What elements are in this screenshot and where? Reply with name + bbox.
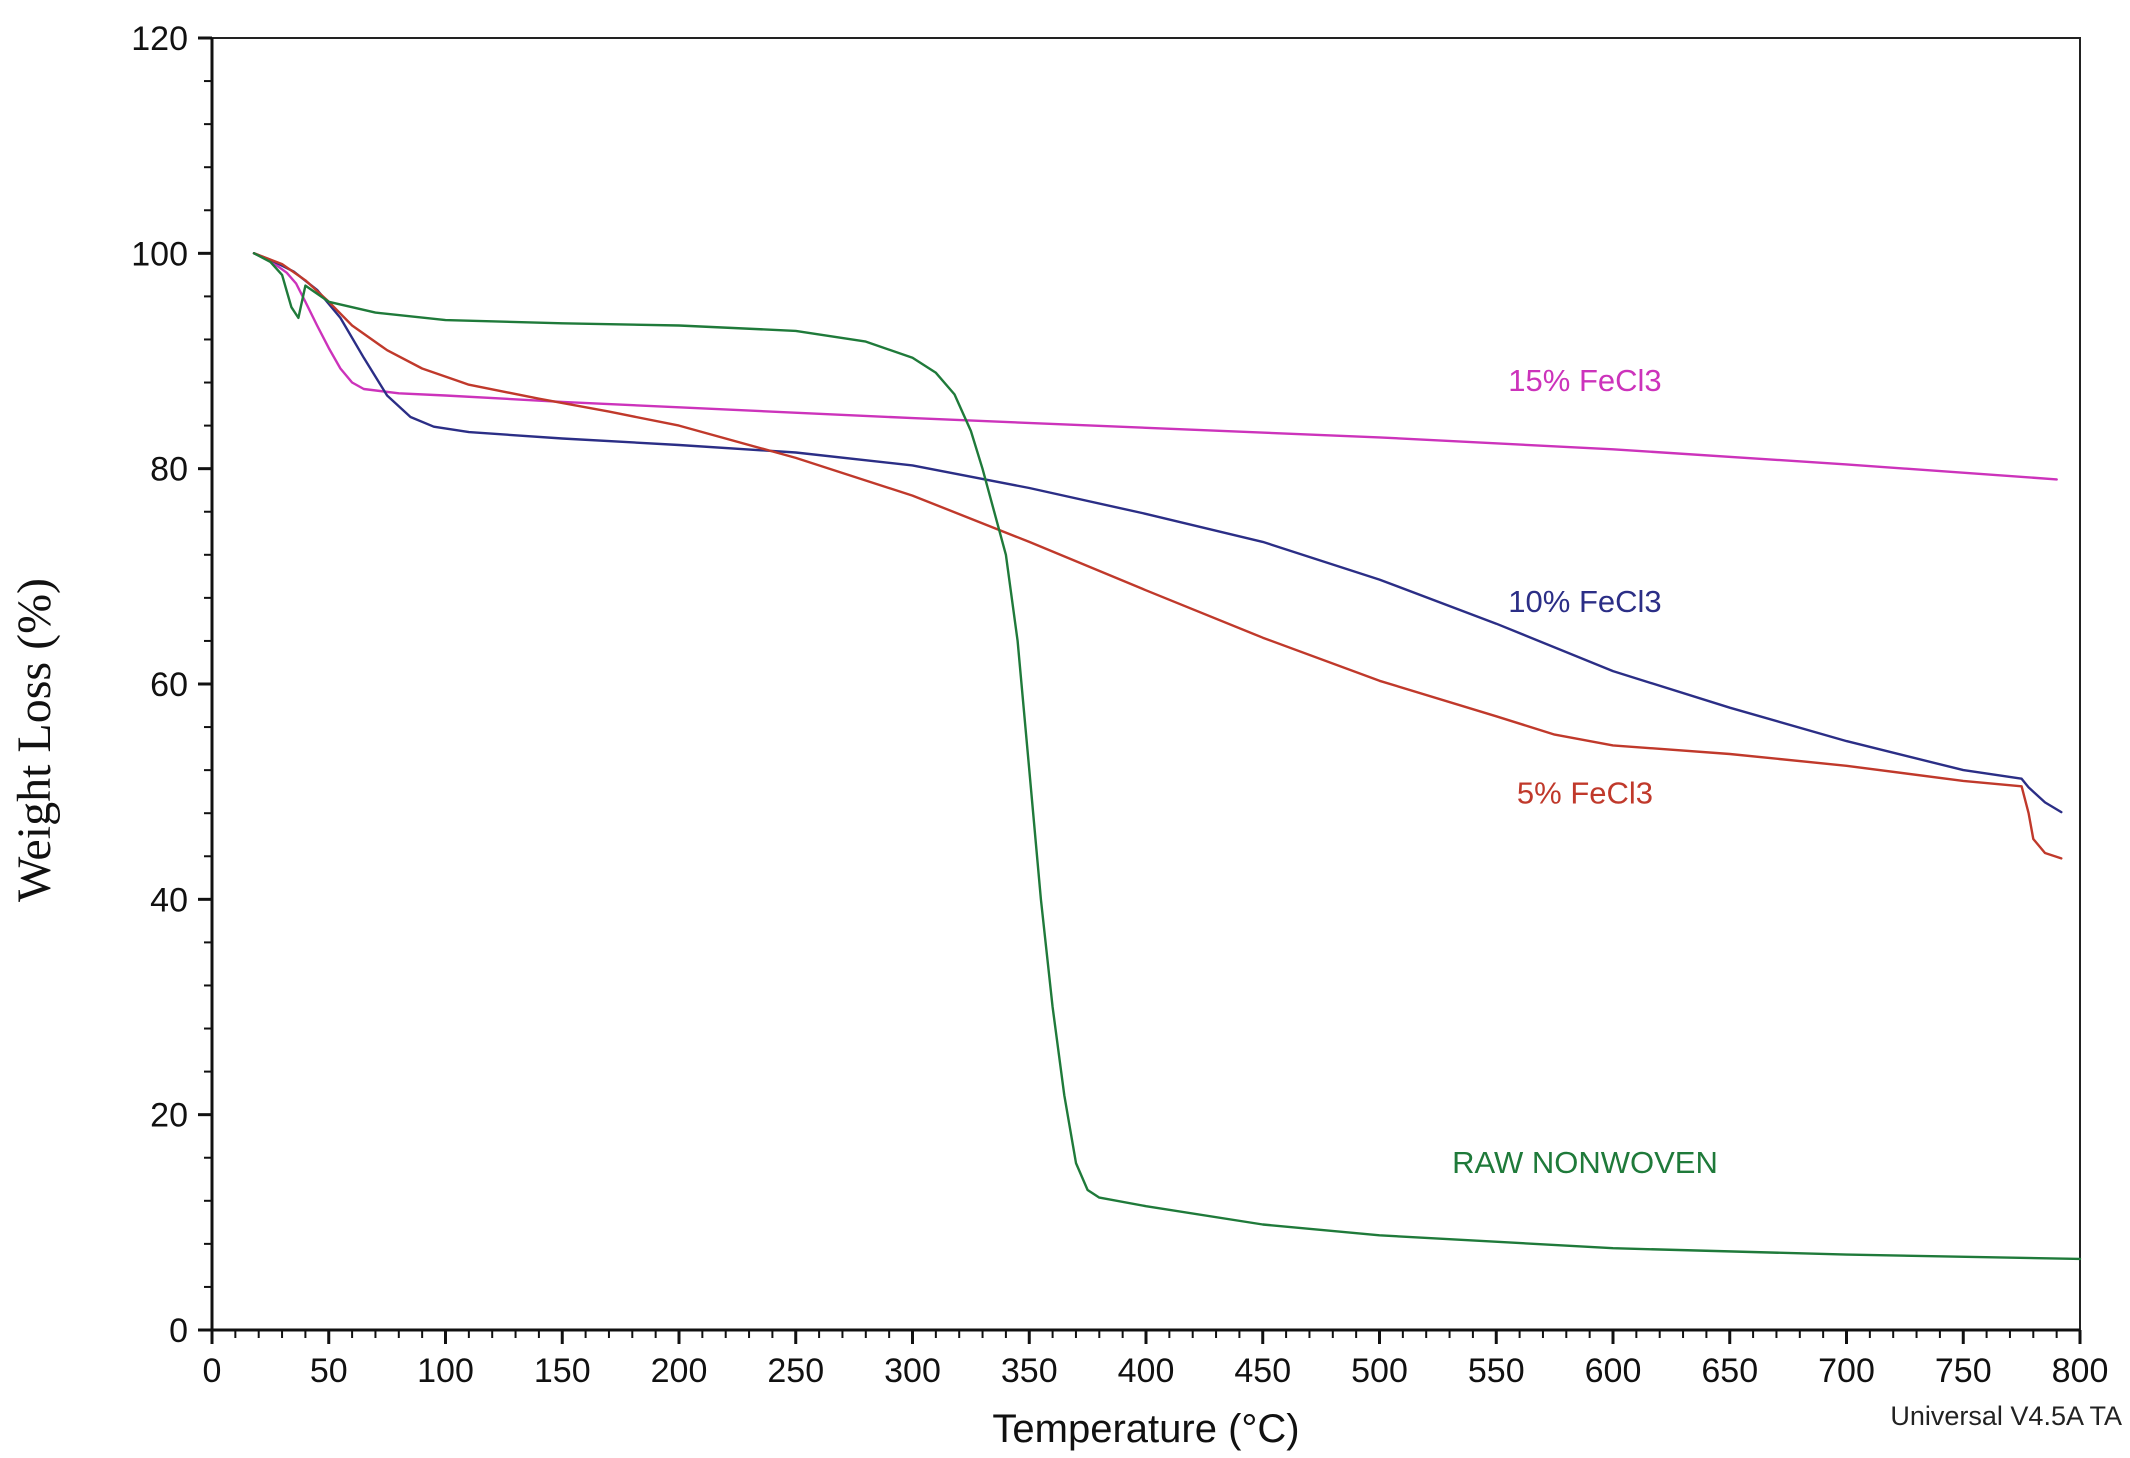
x-tick-label-800: 800 [2052,1352,2109,1390]
y-tick-label-0: 0 [169,1312,188,1350]
x-tick-label-300: 300 [884,1352,941,1390]
x-tick-label-700: 700 [1818,1352,1875,1390]
y-tick-label-120: 120 [131,20,188,58]
y-tick-label-100: 100 [131,235,188,273]
x-tick-label-500: 500 [1351,1352,1408,1390]
footer-note: Universal V4.5A TA [1890,1401,2122,1431]
x-tick-label-650: 650 [1701,1352,1758,1390]
x-tick-label-250: 250 [767,1352,824,1390]
series-label-raw-nonwoven: RAW NONWOVEN [1452,1145,1718,1180]
x-tick-label-600: 600 [1585,1352,1642,1390]
series-line-15-fecl3 [252,252,2058,481]
x-tick-label-450: 450 [1234,1352,1291,1390]
ticks-layer: 0 50 100 150 200 250 300 350 400 450 500 550 600 650 7… [131,20,2108,1390]
x-tick-label-550: 550 [1468,1352,1525,1390]
series-label-5-fecl3: 5% FeCl3 [1517,776,1653,811]
x-tick-label-50: 50 [310,1352,348,1390]
x-tick-label-400: 400 [1118,1352,1175,1390]
x-tick-label-100: 100 [417,1352,474,1390]
x-tick-label-150: 150 [534,1352,591,1390]
x-tick-label-750: 750 [1935,1352,1992,1390]
x-tick-label-0: 0 [203,1352,222,1390]
y-tick-label-20: 20 [150,1097,188,1135]
y-tick-label-80: 80 [150,451,188,489]
series-label-15-fecl3: 15% FeCl3 [1508,363,1661,398]
series-line-raw-nonwoven [252,252,2082,1261]
series-labels: 15% FeCl3 10% FeCl3 5% FeCl3 RAW NONWOVEN [1452,363,1718,1180]
x-tick-label-200: 200 [651,1352,708,1390]
x-tick-label-350: 350 [1001,1352,1058,1390]
series-layer [252,252,2082,1261]
series-line-10-fecl3 [252,252,2063,814]
y-tick-label-60: 60 [150,666,188,704]
series-line-5-fecl3 [252,252,2063,860]
y-tick-label-40: 40 [150,881,188,919]
series-label-10-fecl3: 10% FeCl3 [1508,584,1661,619]
y-axis-title: Weight Loss (%) [8,578,61,902]
x-axis-title: Temperature (°C) [992,1407,1299,1451]
plot-frame [211,37,2081,1331]
